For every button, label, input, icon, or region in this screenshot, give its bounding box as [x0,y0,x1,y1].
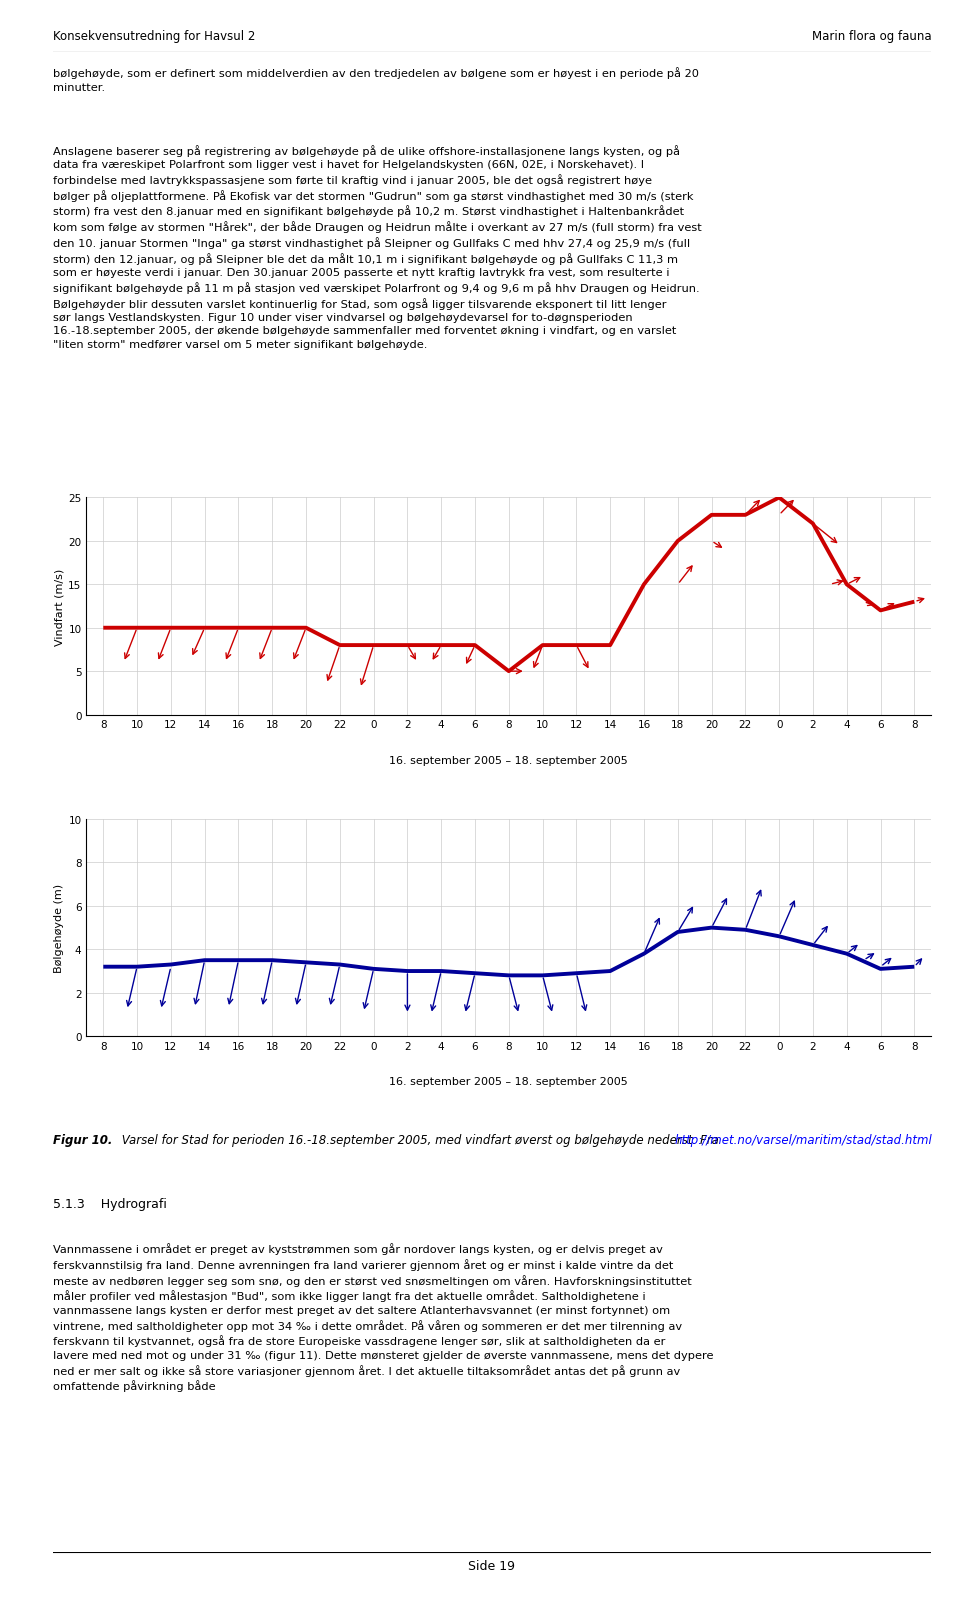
Text: 16. september 2005 – 18. september 2005: 16. september 2005 – 18. september 2005 [390,1077,628,1086]
Text: Marin flora og fauna: Marin flora og fauna [811,31,931,43]
Text: Vannmassene i området er preget av kyststrømmen som går nordover langs kysten, o: Vannmassene i området er preget av kysts… [53,1242,713,1392]
Text: Konsekvensutredning for Havsul 2: Konsekvensutredning for Havsul 2 [53,31,255,43]
Text: Anslagene baserer seg på registrering av bølgehøyde på de ulike offshore-install: Anslagene baserer seg på registrering av… [53,145,702,349]
Text: 5.1.3    Hydrografi: 5.1.3 Hydrografi [53,1197,167,1210]
Text: Varsel for Stad for perioden 16.-18.september 2005, med vindfart øverst og bølge: Varsel for Stad for perioden 16.-18.sept… [118,1133,723,1146]
Y-axis label: Bølgehøyde (m): Bølgehøyde (m) [55,884,64,972]
Text: Figur 10.: Figur 10. [53,1133,112,1146]
Text: http://met.no/varsel/maritim/stad/stad.html: http://met.no/varsel/maritim/stad/stad.h… [675,1133,932,1146]
Text: bølgehøyde, som er definert som middelverdien av den tredjedelen av bølgene som : bølgehøyde, som er definert som middelve… [53,67,699,93]
Text: Side 19: Side 19 [468,1559,516,1572]
Y-axis label: Vindfart (m/s): Vindfart (m/s) [54,567,64,646]
Text: 16. september 2005 – 18. september 2005: 16. september 2005 – 18. september 2005 [390,755,628,765]
